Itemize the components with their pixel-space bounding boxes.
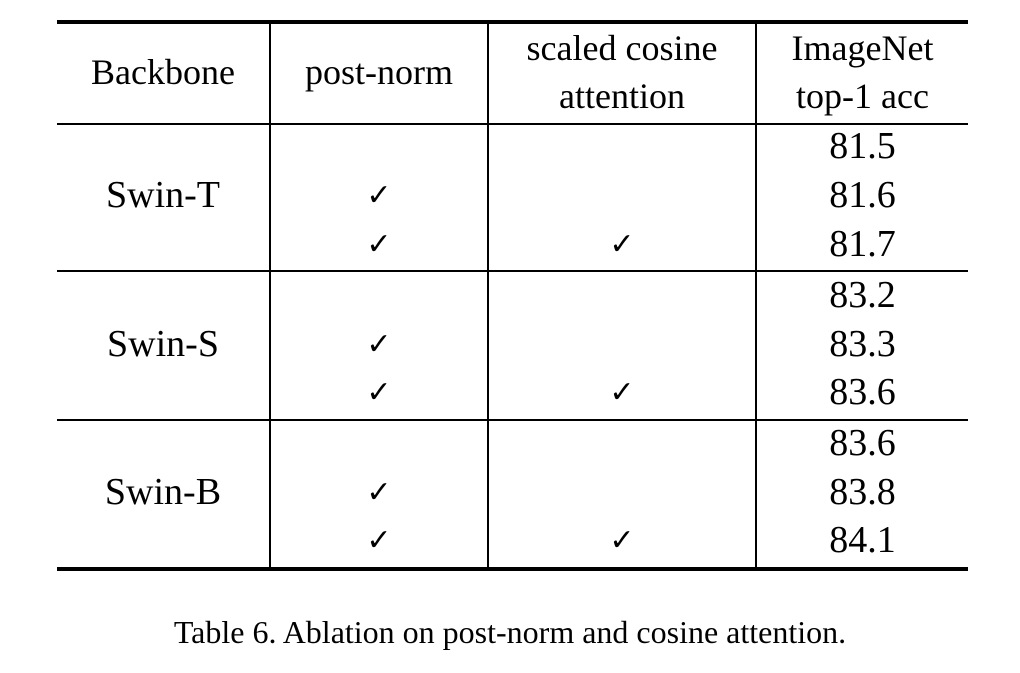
accuracy-cell: 83.6	[829, 371, 896, 413]
check-icon: ✓	[609, 375, 635, 410]
accuracy-cell: 81.7	[829, 223, 896, 265]
accuracy-cell: 81.5	[829, 125, 896, 167]
header-post-norm: post-norm	[305, 52, 453, 92]
check-icon: ✓	[609, 227, 635, 262]
top-rule	[57, 20, 968, 24]
header-imagenet-line1: ImageNet	[791, 28, 934, 68]
column-divider-3	[755, 22, 757, 570]
check-icon: ✓	[609, 523, 635, 558]
header-rule	[57, 123, 968, 125]
header-backbone: Backbone	[91, 52, 235, 92]
accuracy-cell: 83.6	[829, 422, 896, 464]
backbone-cell: Swin-B	[104, 471, 222, 513]
accuracy-cell: 83.8	[829, 471, 896, 513]
accuracy-cell: 83.2	[829, 274, 896, 316]
backbone-cell: Swin-S	[107, 323, 219, 365]
check-icon: ✓	[366, 475, 392, 510]
check-icon: ✓	[366, 375, 392, 410]
column-divider-2	[487, 22, 489, 570]
header-imagenet-line2: top-1 acc	[796, 76, 929, 116]
accuracy-cell: 84.1	[829, 519, 896, 561]
table-caption: Table 6. Ablation on post-norm and cosin…	[173, 614, 847, 650]
backbone-cell: Swin-T	[106, 174, 220, 216]
header-scaled-cosine-line2: attention	[559, 76, 685, 116]
check-icon: ✓	[366, 178, 392, 213]
check-icon: ✓	[366, 523, 392, 558]
check-icon: ✓	[366, 327, 392, 362]
accuracy-cell: 81.6	[829, 174, 896, 216]
accuracy-cell: 83.3	[829, 323, 896, 365]
group-rule-2	[57, 419, 968, 421]
check-icon: ✓	[366, 227, 392, 262]
header-scaled-cosine-line1: scaled cosine	[526, 28, 718, 68]
group-rule-1	[57, 270, 968, 272]
bottom-rule	[57, 567, 968, 571]
column-divider-1	[269, 22, 271, 570]
